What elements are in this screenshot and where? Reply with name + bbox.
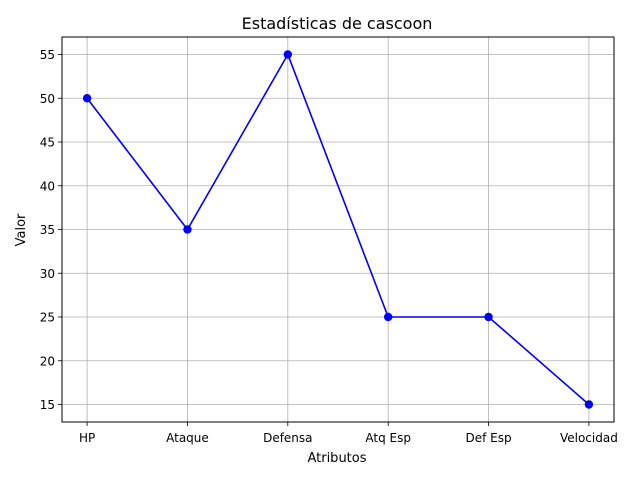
y-tick-label: 35 <box>40 223 55 237</box>
y-axis-label: Valor <box>14 213 29 246</box>
y-tick-label: 20 <box>40 354 55 368</box>
y-tick-label: 55 <box>40 48 55 62</box>
y-tick-label: 30 <box>40 267 55 281</box>
series-layer <box>82 50 594 409</box>
x-tick-label: Ataque <box>166 431 209 445</box>
x-tick-label: Velocidad <box>560 431 618 445</box>
data-point-velocidad <box>584 400 594 409</box>
data-point-def-esp <box>484 312 493 322</box>
data-point-defensa <box>283 50 293 59</box>
data-point-hp <box>82 94 92 103</box>
x-axis-label: Atributos <box>307 451 366 466</box>
x-tick-label: Defensa <box>263 431 312 445</box>
y-tick-label: 50 <box>40 92 55 106</box>
x-tick-label: HP <box>79 431 95 445</box>
data-point-ataque <box>183 225 192 234</box>
y-tick-label: 45 <box>40 136 55 150</box>
y-tick-label: 40 <box>40 179 55 193</box>
series-line <box>86 52 590 406</box>
chart-title: Estadísticas de cascoon <box>242 14 433 33</box>
tick-layer: HP Ataque Defensa Atq Esp Def Esp Velocidad 15… <box>40 48 618 445</box>
x-tick-label: Atq Esp <box>365 431 411 445</box>
x-tick-label: Def Esp <box>465 431 511 445</box>
y-tick-label: 15 <box>40 398 55 412</box>
y-tick-label: 25 <box>40 311 55 325</box>
data-point-atq-esp <box>383 312 393 322</box>
